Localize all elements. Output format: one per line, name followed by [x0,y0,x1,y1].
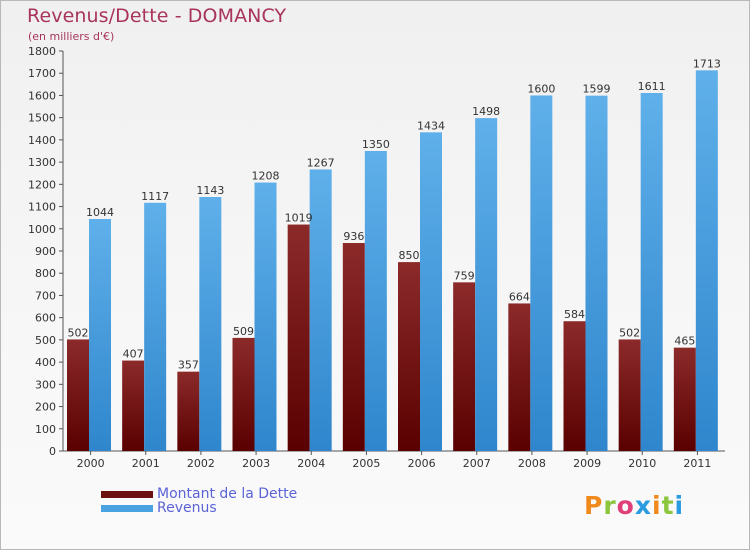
debt-bar [673,347,696,451]
revenus-value-label: 1599 [583,83,611,96]
debt-value-label: 407 [123,348,144,361]
debt-bar [67,339,89,451]
revenus-bar [475,118,498,451]
y-tick-label: 1100 [28,201,56,214]
revenus-value-label: 1117 [141,190,169,203]
revenus-value-label: 1600 [527,82,555,95]
x-tick-label: 2001 [132,457,160,470]
y-tick-label: 1800 [28,45,56,58]
x-tick-label: 2008 [518,457,546,470]
x-tick-label: 2002 [187,457,215,470]
logo-letter: i [652,491,662,520]
x-tick-label: 2000 [77,457,105,470]
debt-value-label: 1019 [285,212,313,225]
x-tick-label: 2007 [463,457,491,470]
x-tick-label: 2003 [242,457,270,470]
y-tick-label: 700 [35,289,56,302]
debt-value-label: 936 [343,230,364,243]
y-tick-label: 1700 [28,67,56,80]
revenus-value-label: 1208 [252,170,280,183]
revenus-bar [364,151,387,451]
y-tick-label: 1300 [28,156,56,169]
x-tick-label: 2010 [628,457,656,470]
debt-value-label: 664 [509,290,530,303]
chart-title: Revenus/Dette - DOMANCY [27,5,287,27]
debt-bar [122,360,145,451]
debt-value-label: 357 [178,359,199,372]
logo-letter: P [584,491,604,520]
legend-swatch-revenus [101,504,153,512]
x-tick-label: 2005 [352,457,380,470]
revenus-bar [420,132,442,452]
revenus-value-label: 1611 [638,80,666,93]
revenus-value-label: 1434 [417,119,445,132]
y-tick-label: 600 [35,312,56,325]
legend: Montant de la Dette Revenus [101,486,298,516]
revenus-bar [309,169,332,451]
debt-bar [618,339,641,451]
debt-value-label: 465 [674,335,695,348]
y-tick-label: 1400 [28,134,56,147]
debt-value-label: 584 [564,308,585,321]
legend-label-revenus: Revenus [157,500,217,516]
y-tick-label: 400 [35,356,56,369]
revenus-bar [640,93,663,451]
debt-value-label: 759 [454,269,475,282]
logo-letter: i [674,491,685,520]
revenus-bar [199,197,222,451]
debt-bar [232,337,255,451]
revenus-bar [89,219,111,451]
y-tick-label: 0 [49,445,56,458]
revenus-value-label: 1350 [362,138,390,151]
debt-bar [453,282,476,451]
debt-bar [563,321,586,451]
logo-letter: t [661,491,675,520]
y-tick-label: 900 [35,245,56,258]
debt-bar [177,371,200,451]
revenus-value-label: 1044 [86,206,114,219]
revenus-value-label: 1267 [307,156,335,169]
revenus-bar [695,70,718,451]
revenus-value-label: 1498 [472,105,500,118]
revenus-bar [144,202,167,451]
x-tick-label: 2011 [683,457,711,470]
revenus-value-label: 1713 [693,57,721,70]
revenus-value-label: 1143 [196,184,224,197]
legend-item-debt: Montant de la Dette [101,486,298,502]
logo-letter: r [603,491,617,520]
debt-value-label: 509 [233,325,254,338]
proxiti-logo: Proxiti [584,491,684,520]
logo-letter: x [634,491,652,520]
logo-letter: o [616,491,635,520]
debt-bar [508,303,531,451]
debt-bar [287,224,310,451]
revenus-bar [254,182,277,452]
debt-value-label: 850 [399,249,420,262]
legend-swatch-debt [101,490,153,498]
legend-item-revenus: Revenus [101,500,297,516]
y-tick-label: 200 [35,401,56,414]
y-tick-label: 100 [35,423,56,436]
revenus-bar [585,95,608,452]
legend-label-debt: Montant de la Dette [157,486,298,502]
y-tick-label: 1000 [28,223,56,236]
y-tick-label: 800 [35,267,56,280]
y-tick-label: 500 [35,334,56,347]
debt-bar [342,243,365,451]
chart-subtitle: (en milliers d'€) [28,30,115,43]
debt-bar [398,262,420,451]
x-tick-label: 2004 [297,457,325,470]
debt-value-label: 502 [68,326,89,339]
x-tick-label: 2006 [408,457,436,470]
y-tick-label: 300 [35,378,56,391]
x-tick-label: 2009 [573,457,601,470]
y-tick-label: 1500 [28,112,56,125]
revenus-bar [530,95,553,451]
y-tick-label: 1600 [28,89,56,102]
debt-value-label: 502 [619,326,640,339]
y-tick-label: 1200 [28,178,56,191]
